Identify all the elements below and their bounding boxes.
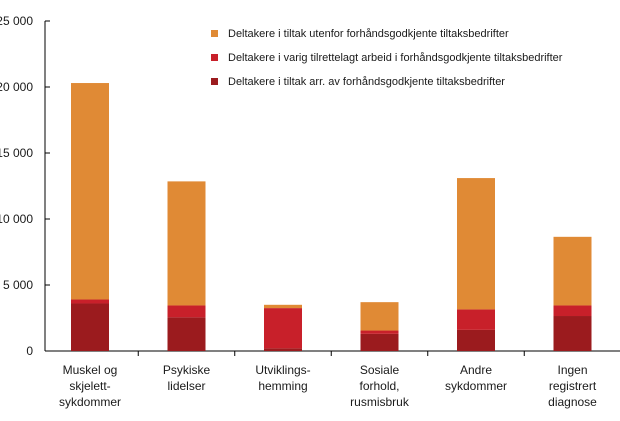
x-category-label: Ingen registrert diagnose bbox=[548, 363, 597, 409]
legend-swatch bbox=[211, 30, 218, 37]
y-tick-label: 0 bbox=[26, 344, 33, 358]
x-category-label-line: skjelett- bbox=[69, 379, 110, 393]
legend-swatch bbox=[211, 78, 218, 85]
x-category-label-line: forhold, bbox=[359, 379, 399, 393]
legend-label: Deltakere i tiltak utenfor forhåndsgodkj… bbox=[228, 28, 509, 40]
x-category-label-line: Sosiale bbox=[360, 363, 400, 377]
y-tick-label: 25 000 bbox=[0, 14, 33, 28]
bar-segment bbox=[167, 305, 206, 318]
bar-segment bbox=[457, 178, 495, 310]
chart-legend: Deltakere i tiltak utenfor forhåndsgodkj… bbox=[211, 28, 563, 88]
x-category-label-line: Muskel og bbox=[63, 363, 118, 377]
bar-segment bbox=[360, 333, 399, 351]
bar-segment bbox=[553, 236, 592, 306]
bar-segment bbox=[167, 317, 206, 351]
x-category-label-line: Andre bbox=[460, 363, 492, 377]
x-category-label-line: diagnose bbox=[548, 395, 597, 409]
bar-segment bbox=[264, 304, 302, 309]
bar-segment bbox=[71, 83, 109, 300]
x-tick-labels: Muskel og skjelett-sykdommer Psykiske lidel… bbox=[59, 363, 597, 409]
bar-segment bbox=[71, 303, 109, 351]
y-tick-label: 10 000 bbox=[0, 212, 33, 226]
x-category-label-line: sykdommer bbox=[445, 379, 507, 393]
x-category-label-line: Utviklings- bbox=[255, 363, 310, 377]
chart-axes bbox=[44, 20, 620, 356]
bar-segment bbox=[71, 299, 109, 304]
y-tick-label: 15 000 bbox=[0, 146, 33, 160]
x-category-label-line: Ingen bbox=[557, 363, 587, 377]
bar-segment bbox=[553, 305, 592, 317]
x-category-label: Psykiske lidelser bbox=[163, 363, 211, 393]
bar-segment bbox=[264, 348, 302, 351]
bar-segment bbox=[360, 330, 399, 334]
x-category-label: Sosiale forhold, rusmisbruk bbox=[350, 363, 410, 409]
bar-segment bbox=[264, 308, 302, 349]
x-category-label: Muskel og skjelett-sykdommer bbox=[59, 363, 121, 409]
x-category-label-line: Psykiske bbox=[163, 363, 211, 377]
bar-segment bbox=[457, 309, 495, 330]
chart-bars bbox=[71, 83, 592, 351]
x-category-label: Utviklings-hemming bbox=[255, 363, 310, 393]
y-tick-label: 20 000 bbox=[0, 80, 33, 94]
bar-segment bbox=[457, 329, 495, 351]
legend-label: Deltakere i varig tilrettelagt arbeid i … bbox=[228, 52, 563, 64]
x-category-label-line: hemming bbox=[258, 379, 307, 393]
x-category-label: Andre sykdommer bbox=[445, 363, 507, 393]
y-tick-labels: 0 5 000 10 000 15 000 20 000 25 000 bbox=[0, 14, 33, 358]
x-category-label-line: sykdommer bbox=[59, 395, 121, 409]
y-tick-label: 5 000 bbox=[3, 278, 33, 292]
legend-label: Deltakere i tiltak arr. av forhåndsgodkj… bbox=[228, 76, 505, 88]
bar-segment bbox=[360, 302, 399, 331]
legend-swatch bbox=[211, 54, 218, 61]
x-category-label-line: rusmisbruk bbox=[350, 395, 410, 409]
x-category-label-line: registrert bbox=[549, 379, 597, 393]
bar-segment bbox=[167, 181, 206, 306]
bar-segment bbox=[553, 316, 592, 351]
x-category-label-line: lidelser bbox=[167, 379, 205, 393]
